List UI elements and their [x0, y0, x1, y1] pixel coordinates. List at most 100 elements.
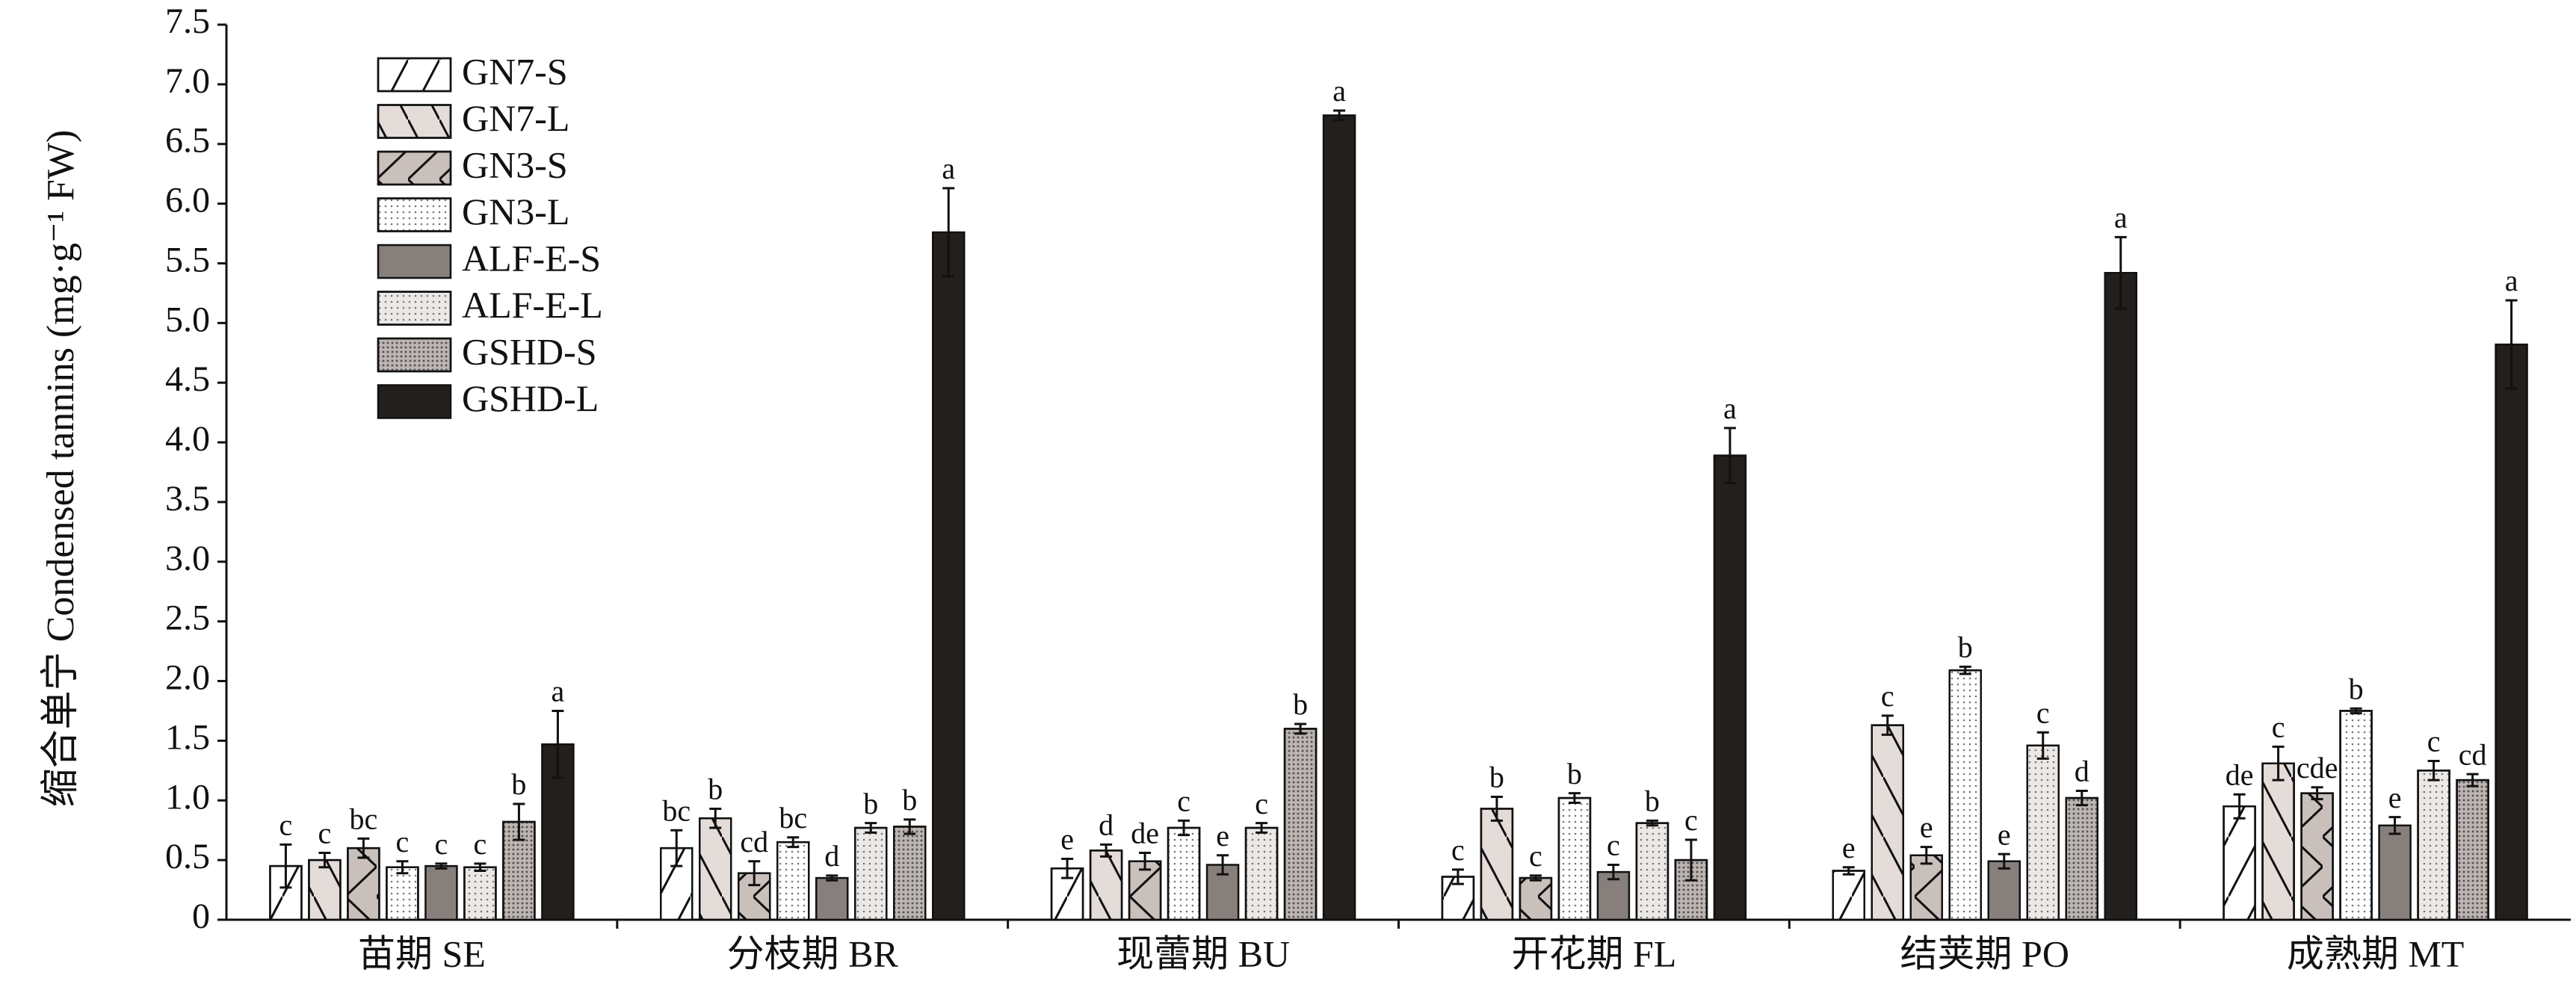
- legend-swatch-hatch: [377, 57, 452, 93]
- significance-label: c: [2036, 696, 2050, 729]
- legend-label: GSHD-L: [462, 377, 599, 419]
- y-tick-label: 7.0: [165, 61, 210, 101]
- legend-label: ALF-E-S: [462, 237, 601, 279]
- legend-label: GN3-L: [462, 191, 569, 232]
- significance-label: c: [318, 817, 332, 850]
- x-tick-label: 结荚期 PO: [1900, 932, 2069, 974]
- y-tick-label: 6.5: [165, 121, 210, 161]
- x-tick-label: 开花期 FL: [1511, 932, 1676, 974]
- y-tick-label: 1.0: [165, 777, 210, 817]
- significance-label: b: [863, 787, 878, 820]
- bar-hatch: [1283, 728, 1318, 921]
- bar-hatch: [1244, 826, 1279, 921]
- significance-label: e: [1920, 811, 1933, 844]
- bar: [932, 231, 966, 921]
- bar: [2104, 271, 2137, 921]
- bar-hatch: [2223, 805, 2256, 921]
- significance-label: d: [2075, 755, 2089, 788]
- bar-hatch: [699, 817, 732, 921]
- significance-label: bc: [350, 802, 378, 836]
- legend-swatch-hatch: [377, 197, 452, 232]
- legend-swatch-hatch: [377, 150, 452, 186]
- bar-hatch: [1871, 724, 1904, 921]
- bar-hatch: [2339, 710, 2373, 921]
- legend-swatch: [377, 384, 452, 419]
- y-tick-label: 5.0: [165, 300, 210, 339]
- significance-label: b: [1489, 761, 1504, 794]
- significance-label: c: [2272, 711, 2285, 744]
- bar-hatch: [893, 826, 927, 921]
- legend-label: GN7-S: [462, 50, 568, 92]
- y-tick-label: 0: [192, 897, 210, 936]
- bar-hatch: [2261, 762, 2295, 921]
- y-tick-label: 3.5: [165, 479, 210, 519]
- bar-hatch: [463, 866, 497, 921]
- bar-hatch: [1519, 876, 1553, 921]
- x-tick-label: 苗期 SE: [358, 932, 486, 974]
- significance-label: de: [2226, 758, 2254, 791]
- significance-label: d: [824, 839, 839, 873]
- y-tick-label: 3.0: [165, 539, 210, 578]
- bar-hatch: [2456, 779, 2489, 921]
- bar-hatch: [1167, 826, 1201, 921]
- significance-label: b: [511, 767, 526, 801]
- significance-label: c: [396, 825, 410, 858]
- significance-label: b: [1958, 631, 1973, 664]
- significance-label: b: [1645, 785, 1660, 818]
- significance-label: c: [279, 808, 293, 842]
- bar-hatch: [1909, 854, 1943, 921]
- significance-label: bc: [662, 793, 691, 827]
- significance-label: b: [1567, 757, 1582, 790]
- bar: [1322, 114, 1356, 921]
- y-tick-label: 1.5: [165, 717, 210, 757]
- legend-swatch-hatch: [377, 291, 452, 326]
- legend-label: GSHD-S: [462, 330, 597, 372]
- significance-label: a: [2114, 200, 2128, 234]
- bar-hatch: [2026, 744, 2060, 921]
- significance-label: c: [1255, 787, 1268, 820]
- significance-label: e: [1842, 831, 1856, 864]
- bar-hatch: [2417, 770, 2450, 921]
- bar-hatch: [1832, 870, 1865, 921]
- bar-hatch: [854, 826, 888, 921]
- legend-swatch-hatch: [377, 337, 452, 373]
- significance-label: c: [435, 827, 448, 861]
- bar: [1713, 454, 1747, 921]
- bar-hatch: [308, 858, 342, 921]
- significance-label: a: [942, 152, 955, 185]
- significance-label: a: [2505, 264, 2518, 297]
- significance-label: cde: [2297, 751, 2338, 785]
- x-tick-label: 成熟期 MT: [2287, 932, 2465, 974]
- significance-label: c: [1607, 829, 1620, 862]
- significance-label: b: [708, 773, 723, 806]
- bar-hatch: [1948, 669, 1982, 921]
- bar-hatch: [1050, 867, 1084, 921]
- significance-label: e: [2388, 781, 2402, 814]
- significance-label: a: [1332, 74, 1346, 108]
- bar-hatch: [1128, 860, 1162, 921]
- bar-hatch: [1635, 822, 1670, 921]
- bar-hatch: [1480, 808, 1514, 921]
- y-tick-label: 4.0: [165, 419, 210, 459]
- significance-label: cd: [2459, 737, 2487, 771]
- y-tick-label: 6.0: [165, 181, 210, 220]
- bar: [424, 864, 458, 921]
- legend-swatch: [377, 244, 452, 279]
- significance-label: c: [1881, 679, 1894, 713]
- bar-hatch: [2065, 796, 2098, 921]
- bar-hatch: [386, 866, 419, 921]
- significance-label: c: [1529, 839, 1542, 873]
- legend-swatch-hatch: [377, 104, 452, 139]
- bar-hatch: [2300, 792, 2334, 921]
- legend-label: GN3-S: [462, 143, 568, 185]
- bar: [2378, 824, 2412, 921]
- significance-label: c: [2427, 725, 2441, 758]
- bar-hatch: [1089, 850, 1123, 921]
- significance-label: c: [474, 827, 487, 861]
- bar-hatch: [347, 847, 380, 921]
- significance-label: cd: [740, 825, 768, 858]
- significance-label: b: [1293, 687, 1308, 721]
- significance-label: a: [552, 675, 565, 708]
- significance-label: b: [2349, 672, 2364, 705]
- bar-hatch: [776, 841, 810, 921]
